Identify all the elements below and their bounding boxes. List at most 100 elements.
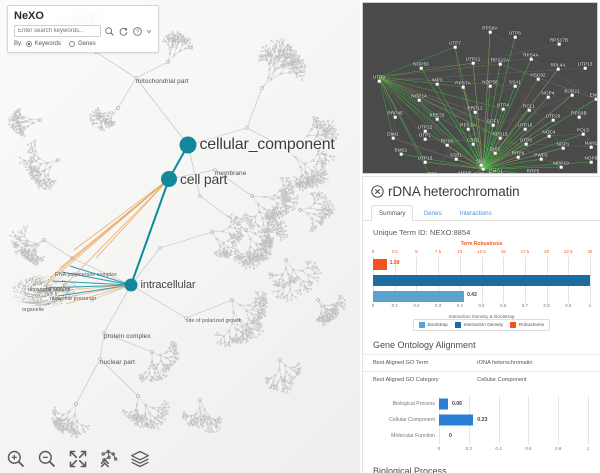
tree-node-label[interactable]: nuclear part bbox=[100, 359, 135, 366]
gene-node[interactable] bbox=[491, 123, 495, 127]
ontology-tree-canvas[interactable]: NeXO ? By: Keywords Genes bbox=[0, 0, 360, 473]
gene-node[interactable] bbox=[488, 30, 492, 34]
gene-node[interactable] bbox=[559, 165, 563, 169]
gene-node-label[interactable]: RPS6 bbox=[440, 138, 454, 144]
gene-node-label[interactable]: MSN5 bbox=[458, 170, 472, 174]
fit-screen-icon[interactable] bbox=[68, 449, 88, 469]
gene-node[interactable] bbox=[589, 160, 593, 164]
gene-node[interactable] bbox=[423, 129, 427, 133]
gene-node-label[interactable]: NAN1 bbox=[584, 140, 598, 146]
gene-node-label[interactable]: UTP5 bbox=[519, 137, 533, 143]
gene-node-label[interactable]: UTP7 bbox=[448, 40, 462, 46]
help-icon[interactable]: ? bbox=[132, 26, 143, 37]
gene-node-label[interactable]: BMS1 bbox=[394, 147, 408, 153]
gene-node[interactable] bbox=[445, 143, 449, 147]
gene-node[interactable] bbox=[589, 145, 593, 149]
gene-node[interactable] bbox=[501, 107, 505, 111]
term-detail-panel[interactable]: rDNA heterochromatin Summary Genes Inter… bbox=[362, 176, 600, 473]
gene-node[interactable] bbox=[556, 67, 560, 71]
gene-node[interactable] bbox=[435, 117, 439, 121]
gene-node-label[interactable]: RCL1 bbox=[522, 103, 536, 109]
tree-node-label[interactable]: intracellular bbox=[140, 279, 196, 291]
gene-node[interactable] bbox=[536, 77, 540, 81]
gene-node[interactable] bbox=[594, 97, 597, 101]
gene-node-label[interactable]: UTP4 bbox=[496, 102, 510, 108]
tree-node-label[interactable]: cellular_component bbox=[199, 136, 335, 153]
gene-node-label[interactable]: MPP10 bbox=[553, 160, 569, 166]
tree-node-label[interactable]: cell part bbox=[180, 171, 228, 187]
gene-node[interactable] bbox=[527, 108, 531, 112]
gene-node[interactable] bbox=[524, 142, 528, 146]
gene-node[interactable] bbox=[488, 84, 492, 88]
collapse-tree-icon[interactable] bbox=[99, 449, 119, 469]
gene-node-label[interactable]: DIP2 bbox=[489, 146, 501, 152]
search-mode-row[interactable]: By: Keywords Genes bbox=[14, 41, 152, 47]
gene-node-label[interactable]: RPS1A bbox=[460, 122, 476, 128]
tab-summary[interactable]: Summary bbox=[371, 205, 414, 221]
gene-node-label[interactable]: CBF5 bbox=[466, 137, 480, 143]
tree-node-label[interactable]: mitochondrial part bbox=[136, 78, 189, 85]
gene-node-label[interactable]: RRP9 bbox=[511, 150, 525, 156]
tab-genes[interactable]: Genes bbox=[423, 210, 442, 217]
gene-node-label-hub[interactable]: UTP10 bbox=[475, 171, 491, 174]
gene-node[interactable] bbox=[423, 137, 427, 141]
gene-node[interactable] bbox=[577, 115, 581, 119]
gene-node-label[interactable]: POL5 bbox=[576, 127, 590, 133]
gene-node-label[interactable]: IMP3 bbox=[431, 77, 443, 83]
gene-node-label[interactable]: RPL4A bbox=[550, 62, 566, 68]
gene-node[interactable] bbox=[557, 42, 561, 46]
gene-node[interactable] bbox=[583, 66, 587, 70]
gene-node[interactable] bbox=[513, 84, 517, 88]
gene-node-label[interactable]: RPS8A bbox=[482, 25, 498, 31]
gene-node-label[interactable]: RPS22A bbox=[490, 57, 510, 63]
gene-node-label[interactable]: RPS7A bbox=[455, 80, 471, 86]
zoom-out-icon[interactable] bbox=[37, 449, 57, 469]
gene-node[interactable] bbox=[479, 163, 483, 167]
gene-node-label[interactable]: RPS4A bbox=[523, 52, 539, 58]
gene-node[interactable] bbox=[493, 151, 497, 155]
gene-node[interactable] bbox=[529, 57, 533, 61]
gene-node-label[interactable]: PWP2 bbox=[534, 152, 548, 158]
gene-node[interactable] bbox=[513, 35, 517, 39]
search-icon[interactable] bbox=[104, 26, 115, 37]
gene-node-label[interactable]: EMG1 bbox=[489, 168, 503, 174]
gene-node[interactable] bbox=[454, 157, 458, 161]
canvas-toolbar[interactable] bbox=[6, 449, 150, 469]
gene-node[interactable] bbox=[435, 82, 439, 86]
tab-interactions[interactable]: Interactions bbox=[459, 210, 492, 217]
gene-node-label[interactable]: SIK1 bbox=[475, 158, 487, 164]
gene-node[interactable] bbox=[523, 127, 527, 131]
gene-node-hub[interactable] bbox=[481, 167, 485, 171]
gene-node-label[interactable]: ENP1 bbox=[589, 92, 597, 98]
gene-node[interactable] bbox=[461, 85, 465, 89]
tree-node-label[interactable]: membrane bbox=[215, 170, 247, 177]
gene-node-label[interactable]: SOF1 bbox=[486, 118, 500, 124]
gene-node-label[interactable]: NOP56 bbox=[413, 61, 429, 67]
gene-node-label[interactable]: NOP4 bbox=[541, 90, 555, 96]
gene-node[interactable] bbox=[498, 136, 502, 140]
gene-node-label[interactable]: UTP18 bbox=[517, 122, 533, 128]
gene-node-label[interactable]: RRP5 bbox=[526, 168, 540, 174]
gene-node-label[interactable]: UTP15 bbox=[417, 155, 433, 161]
gene-node[interactable] bbox=[391, 136, 395, 140]
gene-node-label[interactable]: RRP45 bbox=[387, 110, 403, 116]
gene-node-label[interactable]: HSC82 bbox=[530, 72, 546, 78]
gene-node[interactable] bbox=[473, 110, 477, 114]
refresh-icon[interactable] bbox=[118, 26, 129, 37]
gene-node[interactable] bbox=[581, 132, 585, 136]
layers-icon[interactable] bbox=[130, 449, 150, 469]
gene-node[interactable] bbox=[547, 134, 551, 138]
gene-node-label[interactable]: NOC4 bbox=[542, 129, 556, 135]
gene-node-label[interactable]: DIM1 bbox=[387, 131, 399, 137]
gene-node-label[interactable]: UTP22 bbox=[417, 124, 433, 130]
gene-node[interactable] bbox=[393, 115, 397, 119]
zoom-in-icon[interactable] bbox=[6, 449, 26, 469]
gene-node-label[interactable]: NOP6 bbox=[584, 155, 598, 161]
gene-node[interactable] bbox=[453, 45, 457, 49]
gene-node[interactable] bbox=[551, 118, 555, 122]
gene-node[interactable] bbox=[471, 61, 475, 65]
gene-node-label[interactable]: UTP20 bbox=[545, 113, 561, 119]
detail-tabs[interactable]: Summary Genes Interactions bbox=[363, 204, 600, 221]
close-circle-icon[interactable] bbox=[371, 185, 384, 198]
gene-node-label[interactable]: UTP6 bbox=[508, 30, 522, 36]
